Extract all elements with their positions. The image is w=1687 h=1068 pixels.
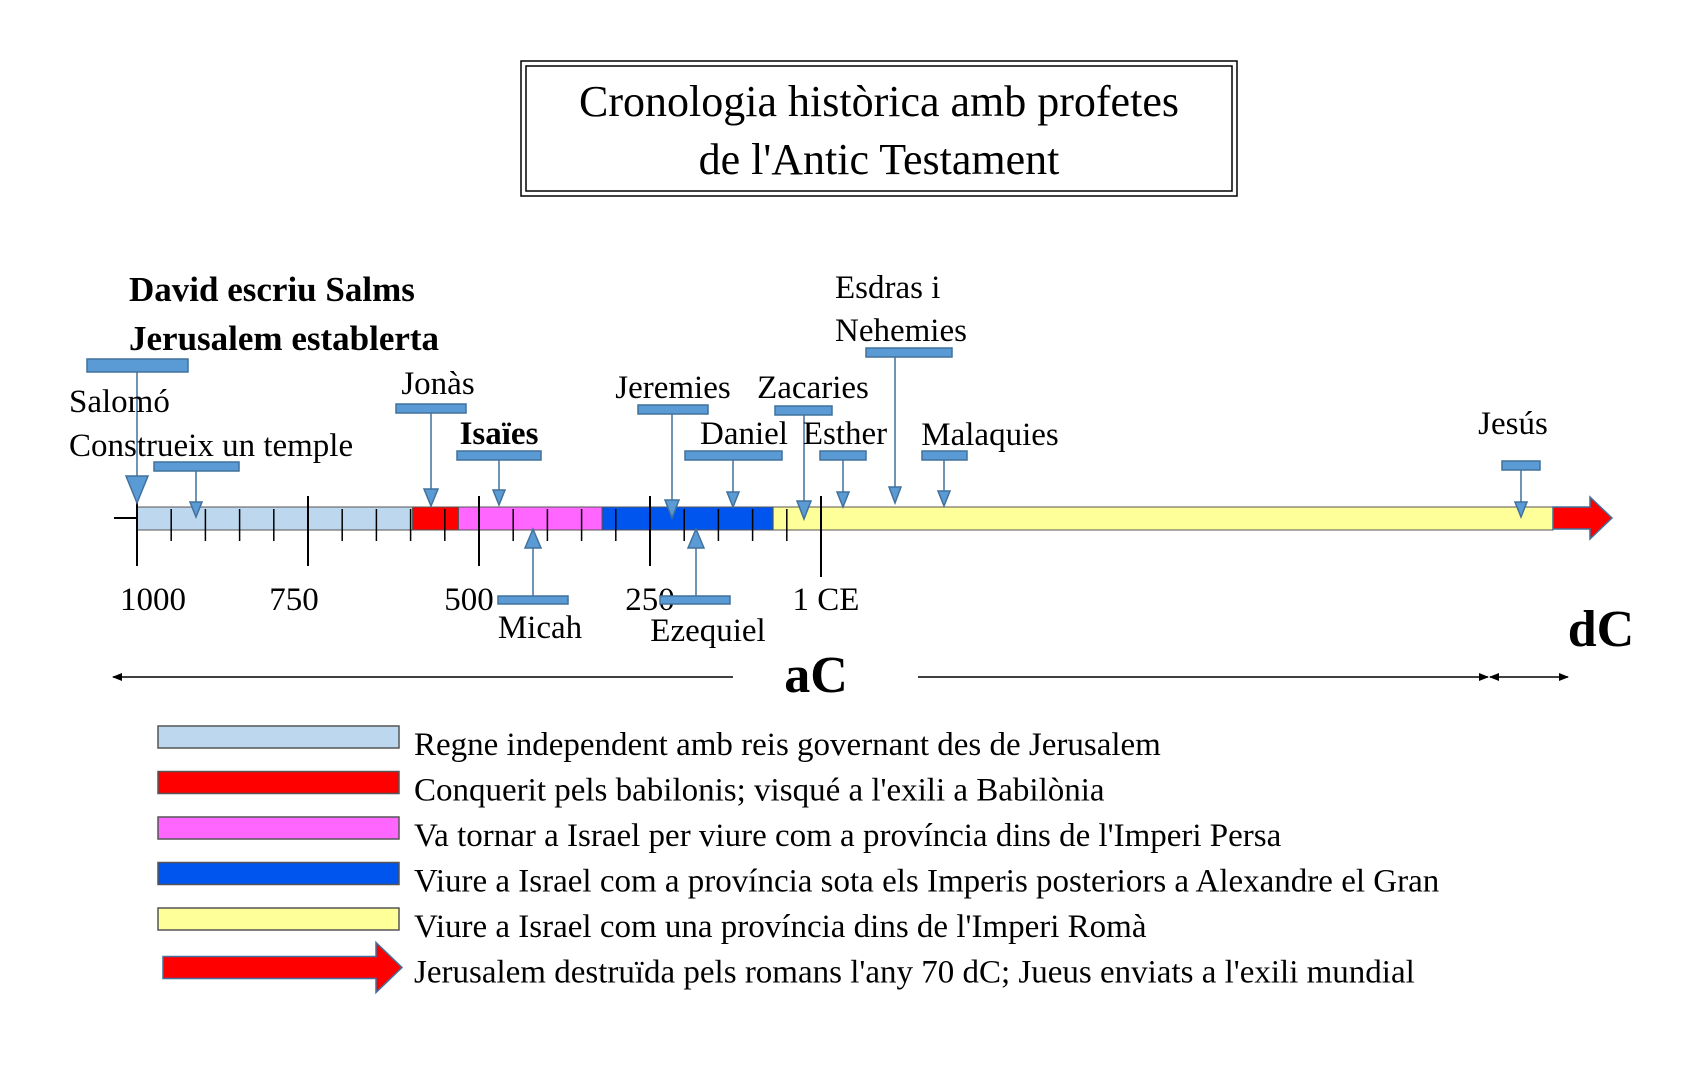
title-line-2: de l'Antic Testament xyxy=(699,135,1060,184)
axis-label: 1000 xyxy=(120,582,186,618)
event-malaquies-label: Malaquies xyxy=(921,417,1058,453)
event-malaquies: Malaquies xyxy=(921,417,1059,509)
event-daniel: Daniel xyxy=(684,416,788,510)
marker-bar xyxy=(497,595,569,605)
era-ad-label: dC xyxy=(1568,601,1634,658)
marker-bar xyxy=(819,450,867,461)
marker-arrowhead xyxy=(795,500,813,522)
event-david-line-2: Jerusalem establerta xyxy=(129,319,439,358)
event-jonas: Jonàs xyxy=(395,366,475,508)
event-jeremies: Jeremies xyxy=(615,370,731,521)
marker-bar xyxy=(659,595,731,605)
axis-label: 1 CE xyxy=(793,582,860,618)
marker-arrowhead xyxy=(491,489,507,508)
event-salomo: Salomó Construeix un temple xyxy=(69,384,353,520)
marker-bar xyxy=(456,450,542,461)
legend-swatch xyxy=(157,861,400,886)
title-line-1: Cronologia històrica amb profetes xyxy=(579,77,1179,126)
timeline-segment-5 xyxy=(772,506,1554,531)
event-esther-label: Esther xyxy=(803,416,887,452)
marker-bar xyxy=(1501,460,1541,471)
marker-arrowhead xyxy=(523,527,543,549)
marker-bar xyxy=(395,403,467,414)
marker-bar xyxy=(637,404,709,415)
event-salomo-line-1: Salomó xyxy=(69,384,170,420)
event-ezequiel: Ezequiel xyxy=(650,527,766,649)
marker-arrowhead xyxy=(686,527,706,549)
marker-bar xyxy=(865,347,953,358)
axis-labels: 1000 750 500 250 1 CE xyxy=(120,582,859,618)
event-david-line-1: David escriu Salms xyxy=(129,270,415,309)
era-indicator: aC dC xyxy=(112,601,1634,704)
timeline-end-arrow xyxy=(1552,495,1614,541)
event-zacaries-label: Zacaries xyxy=(757,370,869,406)
legend-swatch-arrow xyxy=(162,940,404,995)
timeline-ticks xyxy=(136,496,822,577)
marker-bar xyxy=(684,450,783,461)
legend-swatch xyxy=(157,907,400,931)
event-micah-label: Micah xyxy=(498,610,583,646)
event-david: David escriu Salms Jerusalem establerta xyxy=(86,270,439,505)
event-esdras-line-2: Nehemies xyxy=(835,313,967,349)
event-ezequiel-label: Ezequiel xyxy=(650,613,765,649)
marker-arrowhead xyxy=(422,488,440,508)
timeline-segment-3 xyxy=(457,506,603,531)
title-box: Cronologia històrica amb profetes de l'A… xyxy=(520,60,1238,197)
axis-label: 500 xyxy=(444,582,494,618)
marker-arrowhead xyxy=(663,499,681,521)
legend-label: Viure a Israel com una província dins de… xyxy=(414,909,1147,945)
legend-label: Conquerit pels babilonis; visqué a l'exi… xyxy=(414,773,1105,809)
marker-bar xyxy=(86,358,189,373)
event-esdras-line-1: Esdras i xyxy=(835,270,940,306)
event-jesus: Jesús xyxy=(1478,406,1548,520)
timeline-bar xyxy=(114,495,1614,541)
marker-arrowhead xyxy=(835,491,851,510)
marker-arrowhead xyxy=(188,501,204,520)
legend-label: Va tornar a Israel per viure com a proví… xyxy=(414,818,1282,854)
legend-label: Jerusalem destruïda pels romans l'any 70… xyxy=(414,955,1415,991)
timeline-segment-4 xyxy=(601,506,774,531)
timeline-segment-1 xyxy=(136,506,414,531)
event-esdras: Esdras i Nehemies xyxy=(835,270,967,506)
event-isaies-label: Isaïes xyxy=(460,416,539,452)
legend: Regne independent amb reis governant des… xyxy=(157,725,1439,995)
legend-label: Regne independent amb reis governant des… xyxy=(414,727,1161,763)
event-salomo-line-2: Construeix un temple xyxy=(69,428,353,464)
legend-swatch xyxy=(157,770,400,795)
event-micah: Micah xyxy=(497,527,583,646)
legend-swatch xyxy=(157,725,400,749)
event-zacaries: Zacaries xyxy=(757,370,869,522)
event-jonas-label: Jonàs xyxy=(401,366,474,402)
era-bc-label: aC xyxy=(784,647,848,704)
marker-arrowhead xyxy=(936,490,952,509)
event-esther: Esther xyxy=(803,416,887,510)
legend-label: Viure a Israel com a província sota els … xyxy=(414,864,1439,900)
event-jeremies-label: Jeremies xyxy=(615,370,730,406)
marker-bar xyxy=(774,405,833,416)
event-daniel-label: Daniel xyxy=(700,416,788,452)
marker-arrowhead xyxy=(725,491,741,510)
legend-swatch xyxy=(157,816,400,840)
marker-arrowhead xyxy=(1513,501,1529,520)
event-isaies: Isaïes xyxy=(456,416,542,508)
event-jesus-label: Jesús xyxy=(1478,406,1548,442)
axis-label: 750 xyxy=(269,582,319,618)
marker-arrowhead xyxy=(887,486,903,506)
marker-arrowhead xyxy=(124,475,150,505)
timeline-segment-2 xyxy=(412,506,459,531)
